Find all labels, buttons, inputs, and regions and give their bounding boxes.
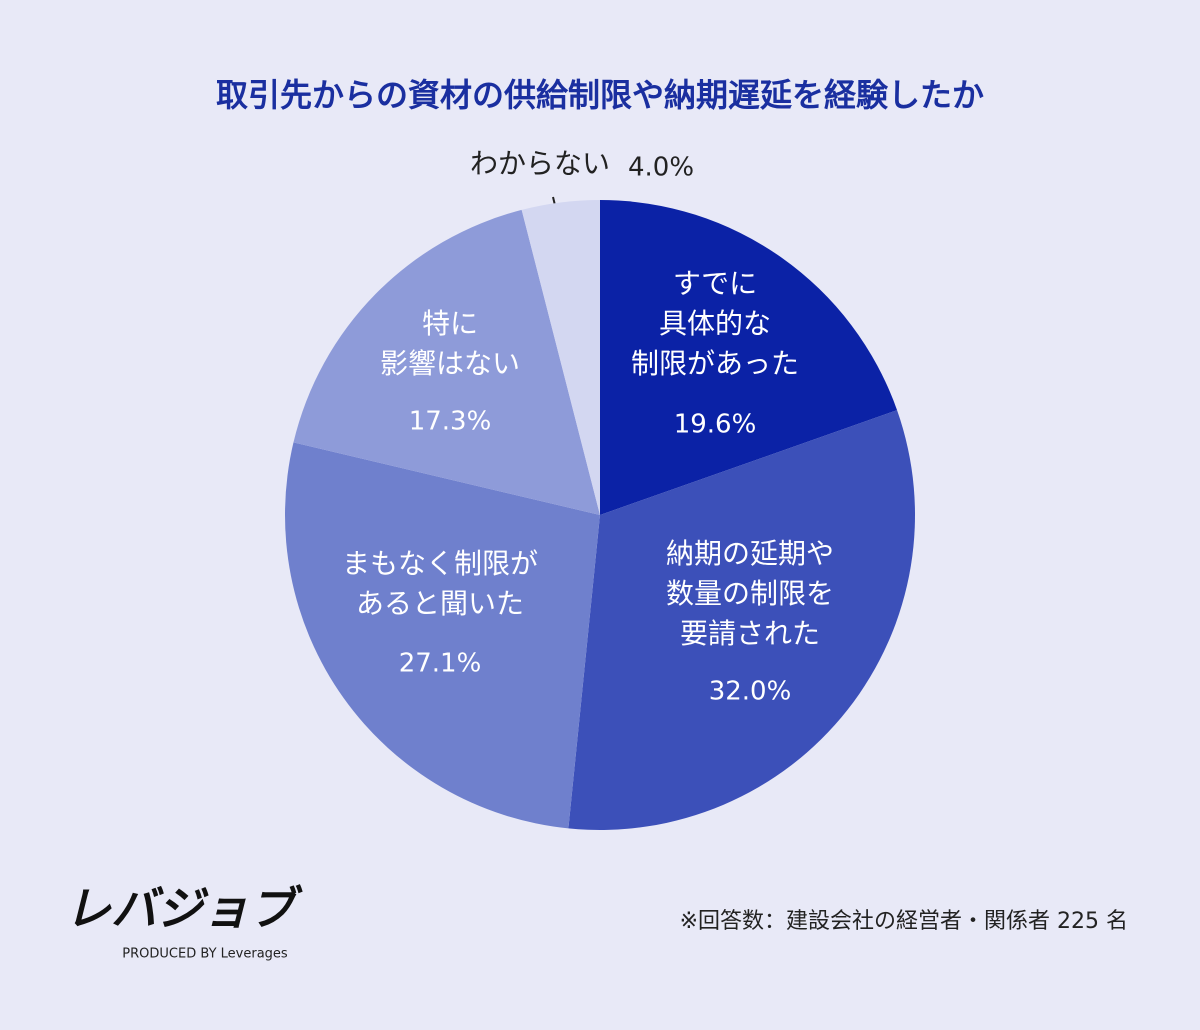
slice-label: わからない	[470, 147, 610, 180]
pie-slice	[284, 442, 600, 829]
pie-slice	[293, 209, 600, 515]
value-label: 19.6%	[674, 410, 757, 440]
logo-sub: PRODUCED BY Leverages	[122, 947, 288, 962]
slice-label: まもなく制限があると聞いた	[342, 547, 538, 620]
logo: レバジョブ	[65, 882, 303, 936]
slice-label: 特に影響はない	[380, 307, 520, 380]
value-label: 4.0%	[628, 153, 694, 183]
pie-slice	[521, 200, 600, 515]
pie-slice	[568, 410, 915, 830]
slice-label: 納期の延期や数量の制限を要請された	[666, 537, 834, 650]
value-label: 32.0%	[709, 677, 792, 707]
footnote: ※回答数：建設会社の経営者・関係者 225 名	[680, 909, 1128, 934]
value-label: 17.3%	[409, 407, 492, 437]
value-label: 27.1%	[399, 649, 482, 679]
pie-slice	[600, 200, 898, 515]
chart-title: 取引先からの資材の供給制限や納期遅延を経験したか	[216, 76, 984, 114]
slice-label: すでに具体的な制限があった	[631, 267, 799, 380]
